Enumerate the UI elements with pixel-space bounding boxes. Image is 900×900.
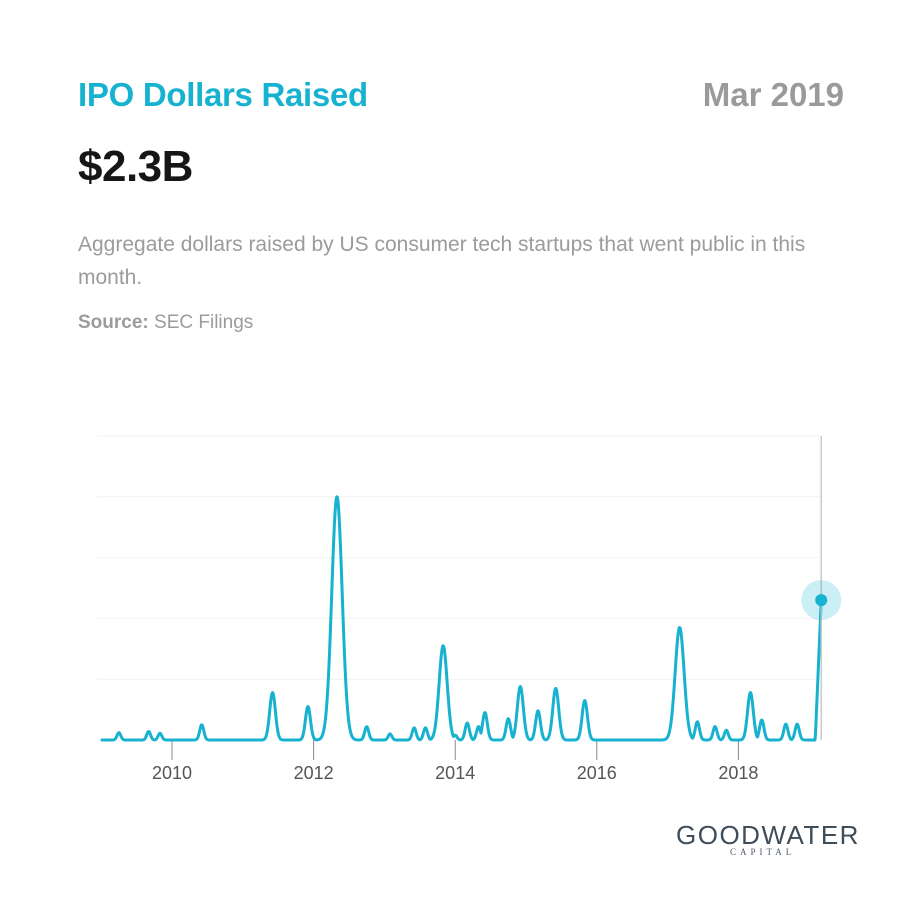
source-label: Source:	[78, 312, 149, 333]
source-line: Source: SEC Filings	[78, 312, 253, 334]
data-point	[712, 724, 718, 730]
data-point	[476, 724, 482, 730]
x-tick-label: 2012	[294, 763, 334, 783]
data-point	[157, 730, 163, 736]
data-point	[759, 717, 765, 723]
data-point	[334, 494, 340, 500]
data-point	[116, 730, 122, 736]
data-point	[323, 725, 329, 731]
source-value: SEC Filings	[154, 312, 254, 333]
x-tick-label: 2018	[718, 763, 758, 783]
data-point	[387, 731, 393, 737]
x-axis-ticks: 2010 2012 2014 2016 2018	[152, 740, 758, 783]
data-point	[422, 725, 428, 731]
chart-title: IPO Dollars Raised	[78, 76, 368, 113]
goodwater-logo: GOODWATER CAPITAL	[676, 820, 866, 857]
chart-description: Aggregate dollars raised by US consumer …	[78, 233, 806, 289]
data-point	[677, 625, 683, 631]
hover-layer	[801, 436, 842, 740]
data-point	[482, 710, 488, 716]
data-point	[794, 721, 800, 727]
x-tick-label: 2010	[152, 763, 192, 783]
series-line	[100, 495, 823, 742]
x-tick-label: 2014	[435, 763, 475, 783]
data-point	[464, 720, 470, 726]
data-point	[694, 719, 700, 725]
x-tick-label: 2016	[577, 763, 617, 783]
data-point	[452, 732, 458, 738]
data-point	[440, 643, 446, 649]
selected-date: Mar 2019	[702, 76, 844, 113]
logo-wordmark: GOODWATER	[676, 820, 860, 850]
data-point	[517, 683, 523, 689]
grid-lines	[97, 435, 820, 680]
data-point	[411, 725, 417, 731]
data-point	[505, 716, 511, 722]
data-point	[783, 721, 789, 727]
data-point	[270, 690, 276, 696]
series-layer	[100, 494, 823, 742]
data-point	[364, 724, 370, 730]
selected-value: $2.3B	[78, 142, 193, 191]
logo-subtitle: CAPITAL	[730, 847, 796, 857]
data-point	[146, 728, 152, 734]
data-point	[723, 727, 729, 733]
data-point	[199, 722, 205, 728]
data-point	[346, 732, 352, 738]
data-point	[305, 704, 311, 710]
data-point	[553, 685, 559, 691]
data-point	[747, 690, 753, 696]
data-point	[582, 697, 588, 703]
highlight-point	[815, 594, 828, 607]
data-point	[535, 708, 541, 714]
